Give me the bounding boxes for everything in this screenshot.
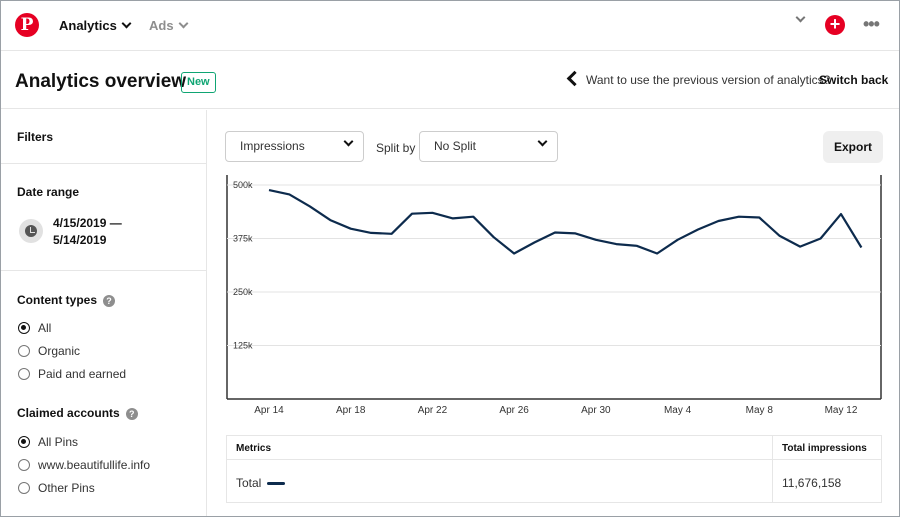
line-chart-svg: 125k 250k 375k 500k [226,175,882,400]
x-tick-label: Apr 26 [499,405,529,416]
nav-ads-menu[interactable]: Ads [149,18,189,33]
nav-analytics-label: Analytics [59,18,117,33]
y-tick-label: 500k [233,180,253,190]
split-select-value: No Split [434,139,477,153]
chevron-down-icon [121,18,132,29]
top-nav: P Analytics Ads + ••• [1,1,899,51]
total-impressions-value: 11,676,158 [782,476,842,490]
account-option-website[interactable]: www.beautifullife.info [18,458,150,472]
metric-select[interactable]: Impressions [225,131,364,162]
impressions-chart: 125k 250k 375k 500k [225,175,883,401]
radio-button[interactable] [18,368,30,380]
create-plus-button[interactable]: + [825,15,845,35]
chevron-down-icon [343,136,354,147]
divider [1,270,206,271]
account-option-other-pins[interactable]: Other Pins [18,481,95,495]
x-tick-label: May 8 [745,405,773,416]
pinterest-logo-icon[interactable]: P [15,13,39,37]
content-types-heading: Content types? [17,293,116,307]
radio-button[interactable] [18,459,30,471]
x-tick-label: Apr 14 [254,405,284,416]
radio-button[interactable] [18,322,30,334]
x-tick-label: May 12 [824,405,858,416]
page-header: Analytics overview New Want to use the p… [1,52,899,109]
filters-heading: Filters [17,130,54,144]
divider [1,163,206,164]
x-axis-labels: Apr 14 Apr 18 Apr 22 Apr 26 Apr 30 May 4 May 8… [225,405,883,419]
date-start: 4/15/2019 — [53,216,122,230]
total-impressions-column-header: Total impressions [782,443,867,454]
metrics-column-header: Metrics [236,443,272,454]
account-option-all-pins[interactable]: All Pins [18,435,78,449]
content-type-option-paid[interactable]: Paid and earned [18,367,126,381]
chevron-left-icon [566,70,583,87]
metrics-table: Metrics Total impressions Total 11,676,1… [226,435,882,503]
metrics-row-label: Total [236,476,262,490]
chevron-down-icon [178,18,189,29]
y-tick-label: 375k [233,234,253,244]
claimed-accounts-label: Claimed accounts [17,406,120,420]
account-chevron-down-icon[interactable] [795,12,806,23]
more-options-icon[interactable]: ••• [863,14,880,34]
page-title: Analytics overview [15,71,187,92]
x-tick-label: Apr 22 [417,405,448,416]
radio-label: All [38,321,52,335]
filters-sidebar: Filters Date range 4/15/2019 — 5/14/2019… [1,110,207,516]
previous-version-text: Want to use the previous version of anal… [586,73,831,87]
nav-analytics-menu[interactable]: Analytics [59,18,132,33]
clock-icon[interactable] [19,219,43,243]
claimed-accounts-heading: Claimed accounts? [17,406,138,420]
new-badge: New [181,72,216,93]
chevron-down-icon [537,136,548,147]
x-tick-label: Apr 30 [581,405,611,416]
date-range-heading: Date range [17,185,80,199]
content-types-label: Content types [17,293,98,307]
export-button[interactable]: Export [823,131,883,163]
switch-back-link[interactable]: Switch back [819,73,889,87]
radio-label: Other Pins [38,481,95,495]
date-range-picker[interactable]: 4/15/2019 — 5/14/2019 [53,215,122,249]
radio-label: Paid and earned [38,367,127,381]
metric-select-value: Impressions [240,139,305,153]
metrics-header-row [227,436,881,460]
radio-button[interactable] [18,345,30,357]
x-tick-label: Apr 18 [335,405,366,416]
column-divider [772,436,773,502]
radio-label: Organic [38,344,81,358]
radio-button[interactable] [18,436,30,448]
split-by-label: Split by [376,141,416,155]
y-tick-label: 125k [233,341,253,351]
radio-label: All Pins [38,435,79,449]
help-icon[interactable]: ? [103,294,116,307]
series-legend-swatch [267,482,285,485]
nav-ads-label: Ads [149,18,174,33]
content-type-option-organic[interactable]: Organic [18,344,80,358]
series-line-total [268,189,863,255]
split-select[interactable]: No Split [419,131,558,162]
help-icon[interactable]: ? [125,407,138,420]
y-tick-label: 250k [233,287,253,297]
x-tick-label: May 4 [663,405,692,416]
content-type-option-all[interactable]: All [18,321,51,335]
date-end: 5/14/2019 [53,233,107,247]
radio-label: www.beautifullife.info [38,458,151,472]
radio-button[interactable] [18,482,30,494]
